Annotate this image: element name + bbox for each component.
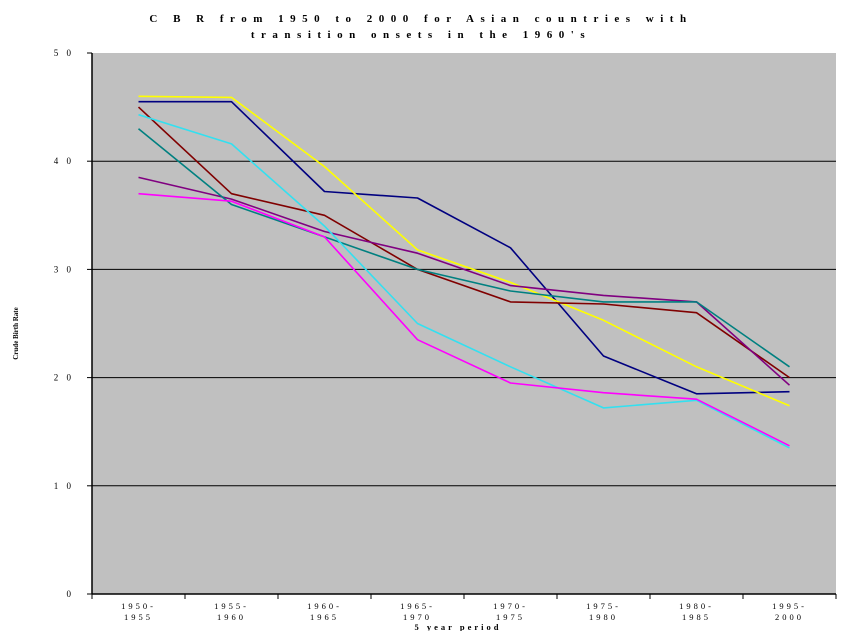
x-tick-label: 1970- bbox=[493, 601, 528, 611]
x-tick-label: 1970 bbox=[403, 612, 432, 622]
x-tick-label: 1960 bbox=[217, 612, 246, 622]
y-tick-label: 5 0 bbox=[54, 48, 74, 58]
x-tick-label: 1980 bbox=[589, 612, 618, 622]
series-line-4 bbox=[138, 176, 791, 386]
x-tick-label: 1975 bbox=[496, 612, 525, 622]
series-line-2 bbox=[138, 95, 790, 407]
series-line-7 bbox=[138, 192, 790, 447]
plot-area bbox=[92, 53, 836, 594]
y-tick-label: 4 0 bbox=[54, 156, 74, 166]
series-lines bbox=[137, 95, 791, 449]
x-tick-label: 1950- bbox=[121, 601, 156, 611]
x-tick-label: 1955- bbox=[214, 601, 249, 611]
x-tick-label: 1985 bbox=[682, 612, 711, 622]
series-line-3 bbox=[137, 106, 790, 379]
y-tick-label: 2 0 bbox=[54, 373, 74, 383]
x-tick-label: 2000 bbox=[775, 612, 804, 622]
chart-title-line-2: transition onsets in the 1960's bbox=[250, 29, 592, 41]
chart-title-line-1: C B R from 1950 to 2000 for Asian countr… bbox=[149, 13, 693, 25]
series-line-6 bbox=[138, 113, 790, 449]
x-tick-label: 1995- bbox=[772, 601, 807, 611]
x-axis-title: 5 year period bbox=[414, 622, 501, 631]
y-tick-label: 3 0 bbox=[54, 264, 74, 274]
axes bbox=[91, 53, 837, 599]
y-axis-title: Crude Birth Rate bbox=[12, 307, 20, 360]
y-tick-label: 1 0 bbox=[54, 481, 74, 491]
x-tick-label: 1980- bbox=[679, 601, 714, 611]
series-line-5 bbox=[137, 128, 790, 368]
x-tick-label: 1960- bbox=[307, 601, 342, 611]
x-tick-label: 1965- bbox=[400, 601, 435, 611]
y-tick-labels: 0 1 0 2 0 3 0 4 0 5 0 bbox=[54, 48, 75, 599]
x-tick-label: 1975- bbox=[586, 601, 621, 611]
series-line-1 bbox=[138, 100, 790, 395]
x-tick-label: 1965 bbox=[310, 612, 339, 622]
y-tick-label: 0 bbox=[67, 589, 75, 599]
x-tick-label: 1955 bbox=[124, 612, 153, 622]
x-tick-labels: 1950-1955 1955-1960 1960-1965 1965-1970 1970… bbox=[121, 601, 807, 622]
